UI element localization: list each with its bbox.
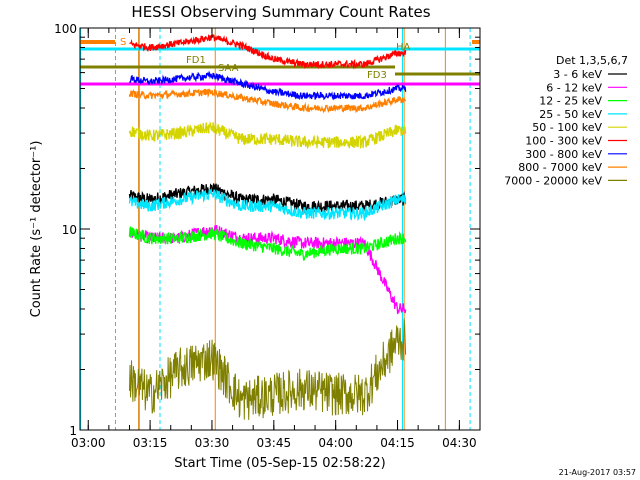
y-tick-label: 1 [69, 424, 77, 438]
flag-label-s: S [120, 37, 126, 48]
series-line [129, 33, 407, 70]
plot-frame [79, 27, 481, 431]
series-line [129, 318, 407, 420]
series-line [129, 70, 407, 101]
x-axis: 03:00 03:15 03:30 03:45 04:00 04:15 04:30 [71, 28, 477, 450]
series-12-25-kev [128, 225, 407, 261]
x-tick-label: 03:30 [195, 436, 230, 450]
x-tick-label: 04:00 [318, 436, 353, 450]
legend-label: 100 - 300 keV [525, 135, 602, 148]
x-tick-label: 03:15 [133, 436, 168, 450]
flag-label-saa: SAA [218, 63, 239, 74]
timestamp: 21-Aug-2017 03:57 [559, 468, 636, 477]
legend-label: 25 - 50 keV [539, 108, 602, 121]
x-axis-label: Start Time (05-Sep-15 02:58:22) [174, 456, 385, 471]
x-tick-label: 03:45 [257, 436, 292, 450]
series-800-7000-kev [128, 87, 407, 114]
flag-label-fd3: FD3 [367, 70, 387, 81]
y-axis: 1 10 100 [54, 22, 480, 438]
y-tick-label: 10 [62, 223, 77, 237]
series-line [128, 225, 407, 261]
chart-title: HESSI Observing Summary Count Rates [131, 3, 430, 21]
series-300-800-kev [129, 70, 407, 101]
flag-layer: S FD1 SAA FD3 HA [80, 28, 480, 430]
legend-label: 3 - 6 keV [553, 68, 602, 81]
flag-label-ha: HA [396, 42, 411, 53]
series-layer [128, 33, 407, 420]
legend-title: Det 1,3,5,6,7 [556, 54, 628, 67]
series-25-50-kev [128, 188, 407, 222]
flag-label-fd1: FD1 [186, 55, 206, 66]
legend-label: 7000 - 20000 keV [504, 174, 602, 187]
x-tick-label: 04:30 [442, 436, 477, 450]
x-tick-label: 04:15 [380, 436, 415, 450]
legend-label: 12 - 25 keV [539, 95, 602, 108]
series-line [128, 188, 407, 222]
legend-label: 50 - 100 keV [532, 121, 602, 134]
legend-label: 800 - 7000 keV [518, 161, 602, 174]
series-50-100-kev [128, 121, 407, 150]
series-100-300-kev [129, 33, 407, 70]
series-line [128, 121, 407, 150]
y-tick-label: 100 [54, 22, 77, 36]
series-7000-20000-kev [129, 318, 407, 420]
y-axis-label: Count Rate (s⁻¹ detector⁻¹) [29, 141, 44, 318]
series-line [128, 87, 407, 114]
x-tick-label: 03:00 [71, 436, 106, 450]
legend-label: 6 - 12 keV [546, 81, 602, 94]
legend-label: 300 - 800 keV [525, 148, 602, 161]
